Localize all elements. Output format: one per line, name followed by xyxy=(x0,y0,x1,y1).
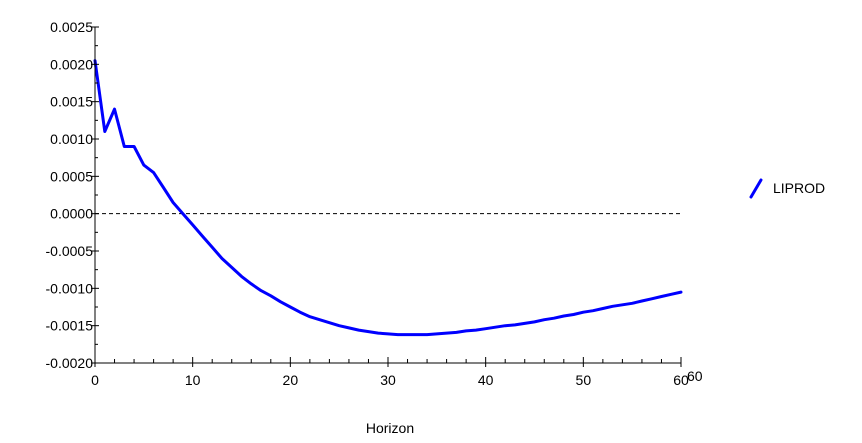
plot-area xyxy=(93,59,683,337)
y-axis: 0.0025 0.0020 0.0015 0.0010 0.0005 0.0000 -0.0… xyxy=(46,19,99,371)
x-tick-label: 50 xyxy=(576,372,592,388)
y-tick-label: -0.0010 xyxy=(46,280,94,296)
x-tick-label: 30 xyxy=(380,372,396,388)
x-tick-label: 20 xyxy=(283,372,299,388)
series-line-liprod xyxy=(93,59,683,337)
legend-label-liprod: LIPROD xyxy=(773,180,825,196)
y-tick-label: -0.0020 xyxy=(46,355,94,371)
legend: LIPROD xyxy=(749,178,825,199)
y-tick-label: 0.0010 xyxy=(50,131,93,147)
x-axis: 0 10 20 30 40 50 60 xyxy=(91,357,689,388)
y-tick-label: -0.0015 xyxy=(46,318,94,334)
legend-swatch-liprod xyxy=(749,178,763,199)
y-tick-label: 0.0005 xyxy=(50,168,93,184)
x-tick-label: 40 xyxy=(478,372,494,388)
y-tick-label: -0.0005 xyxy=(46,243,94,259)
x-tick-label: 60 xyxy=(673,372,689,388)
x-axis-end-label: 60 xyxy=(687,368,703,384)
y-tick-label: 0.0015 xyxy=(50,94,93,110)
x-tick-label: 10 xyxy=(185,372,201,388)
x-tick-label: 0 xyxy=(91,372,99,388)
x-axis-title: Horizon xyxy=(366,420,414,436)
y-tick-label: 0.0000 xyxy=(50,206,93,222)
y-tick-label: 0.0020 xyxy=(50,56,93,72)
y-tick-label: 0.0025 xyxy=(50,19,93,35)
